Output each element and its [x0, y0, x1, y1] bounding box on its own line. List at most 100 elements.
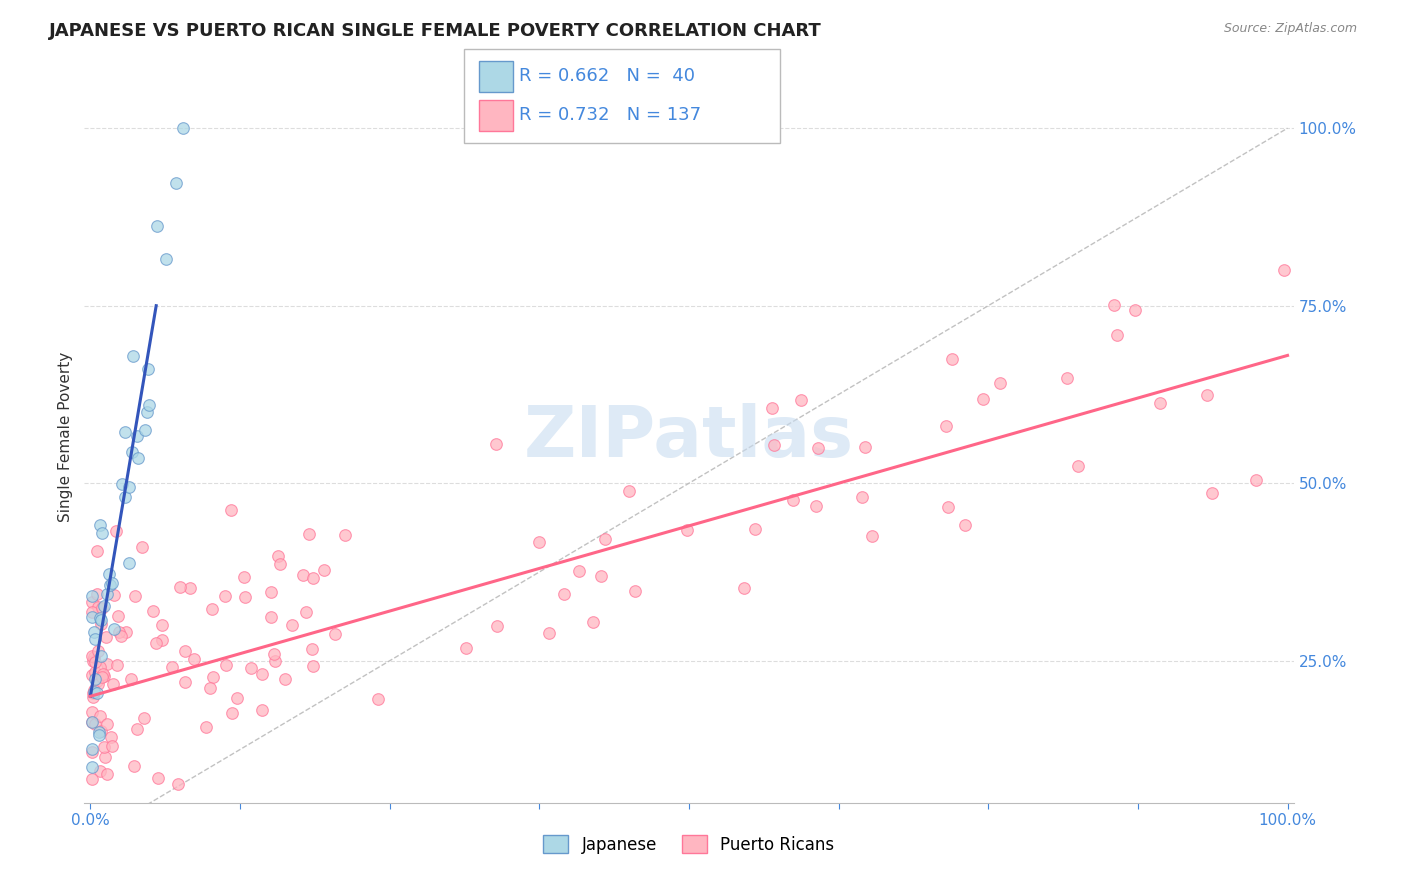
Point: [84, 632, 107, 646]
Point: [87, 677, 110, 691]
Point: [1105, 328, 1128, 343]
Point: [91, 667, 114, 681]
Point: [145, 636, 167, 650]
Point: [582, 615, 605, 629]
Point: [122, 349, 145, 363]
Point: [202, 670, 225, 684]
Point: [83, 682, 105, 697]
Point: [454, 640, 477, 655]
Point: [121, 445, 143, 459]
Legend: Japanese, Puerto Ricans: Japanese, Puerto Ricans: [537, 829, 841, 860]
Point: [267, 549, 290, 563]
Point: [83, 625, 105, 640]
Point: [537, 626, 560, 640]
Point: [233, 569, 256, 583]
Point: [215, 658, 238, 673]
Point: [136, 405, 159, 419]
Point: [263, 655, 285, 669]
Point: [1149, 396, 1171, 410]
Point: [174, 643, 197, 657]
Point: [83, 665, 105, 680]
Point: [104, 524, 127, 538]
Point: [101, 739, 124, 753]
Point: [80, 745, 103, 759]
Point: [167, 776, 190, 790]
Point: [87, 728, 110, 742]
Point: [105, 658, 128, 673]
Point: [93, 668, 115, 682]
Point: [142, 603, 165, 617]
Point: [80, 609, 103, 624]
Point: [789, 392, 811, 407]
Point: [87, 725, 110, 739]
Point: [935, 418, 957, 433]
Point: [101, 575, 124, 590]
Point: [291, 568, 314, 582]
Point: [122, 759, 145, 773]
Point: [260, 610, 283, 624]
Point: [118, 480, 141, 494]
Point: [90, 649, 112, 664]
Point: [860, 528, 883, 542]
Point: [127, 429, 149, 443]
Point: [80, 760, 103, 774]
Point: [80, 742, 103, 756]
Point: [89, 764, 111, 779]
Point: [90, 617, 112, 632]
Point: [367, 691, 389, 706]
Point: [94, 750, 117, 764]
Text: ZIPatlas: ZIPatlas: [524, 402, 853, 472]
Point: [804, 499, 827, 513]
Point: [160, 660, 183, 674]
Point: [1201, 485, 1223, 500]
Point: [89, 611, 111, 625]
Point: [1244, 473, 1267, 487]
Point: [1195, 387, 1218, 401]
Point: [1067, 458, 1090, 473]
Point: [89, 518, 111, 533]
Text: Source: ZipAtlas.com: Source: ZipAtlas.com: [1223, 22, 1357, 36]
Point: [155, 252, 177, 267]
Point: [763, 438, 786, 452]
Point: [134, 424, 156, 438]
Point: [294, 605, 316, 619]
Point: [90, 526, 112, 541]
Point: [127, 722, 149, 736]
Point: [91, 600, 114, 615]
Point: [80, 772, 103, 787]
Point: [96, 767, 118, 781]
Point: [165, 176, 187, 190]
Text: R = 0.732   N = 137: R = 0.732 N = 137: [519, 106, 702, 124]
Point: [114, 425, 136, 439]
Point: [274, 672, 297, 686]
Point: [82, 686, 104, 700]
Point: [936, 500, 959, 514]
Point: [782, 492, 804, 507]
Point: [82, 690, 104, 704]
Point: [214, 589, 236, 603]
Point: [333, 528, 356, 542]
Point: [676, 523, 699, 537]
Point: [941, 352, 963, 367]
Point: [853, 440, 876, 454]
Point: [851, 490, 873, 504]
Point: [325, 627, 347, 641]
Point: [179, 581, 201, 595]
Point: [485, 619, 508, 633]
Point: [114, 625, 136, 640]
Point: [108, 625, 131, 640]
Point: [1056, 371, 1078, 385]
Point: [90, 724, 112, 739]
Point: [988, 376, 1011, 391]
Point: [593, 533, 616, 547]
Point: [744, 522, 766, 536]
Point: [82, 605, 104, 619]
Point: [86, 673, 108, 688]
Point: [269, 558, 291, 572]
Point: [301, 641, 323, 656]
Point: [136, 362, 159, 376]
Point: [314, 563, 336, 577]
Point: [240, 661, 263, 675]
Point: [90, 670, 112, 684]
Text: JAPANESE VS PUERTO RICAN SINGLE FEMALE POVERTY CORRELATION CHART: JAPANESE VS PUERTO RICAN SINGLE FEMALE P…: [49, 22, 823, 40]
